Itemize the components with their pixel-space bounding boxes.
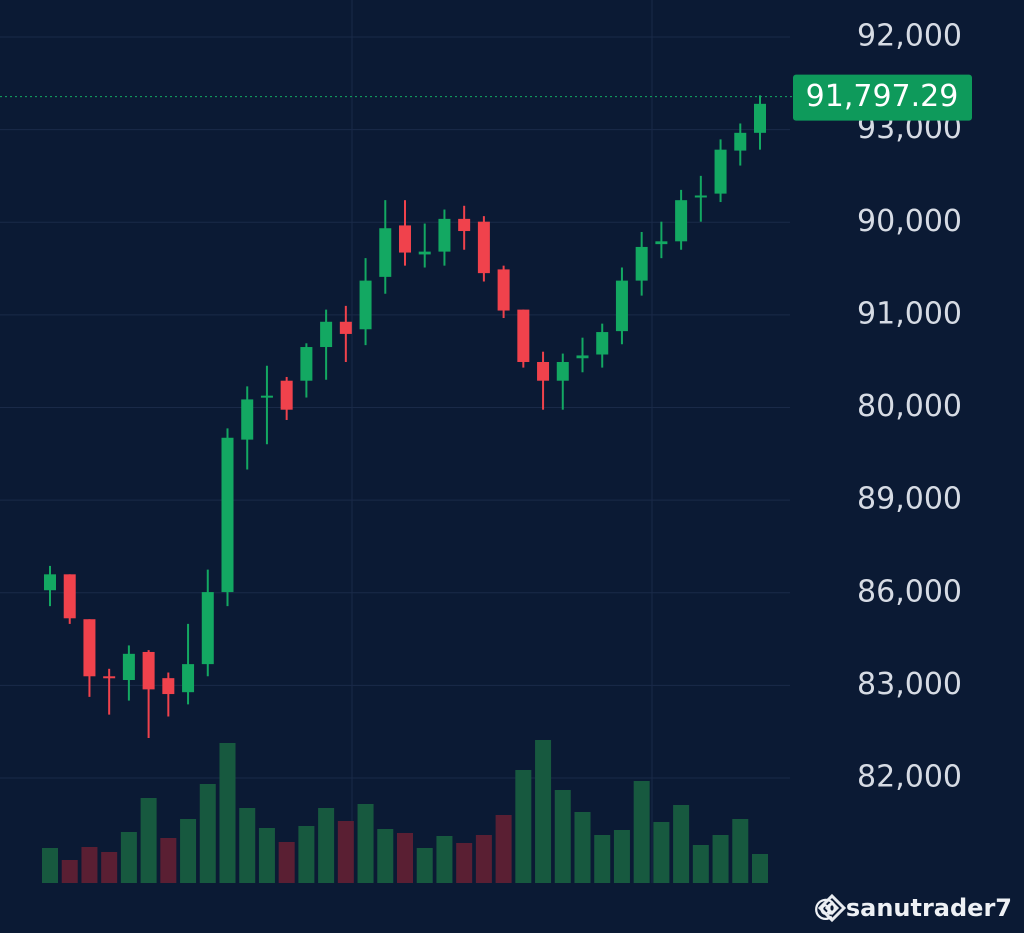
volume-bar bbox=[712, 835, 729, 883]
volume-bar bbox=[377, 829, 394, 883]
y-axis-label: 83,000 bbox=[857, 667, 962, 702]
volume-bar bbox=[535, 740, 552, 883]
volume-bar bbox=[574, 812, 591, 883]
y-axis-label: 92,000 bbox=[857, 19, 962, 54]
candle-body bbox=[359, 280, 372, 330]
volume-bar bbox=[594, 835, 611, 883]
candle-body bbox=[537, 361, 550, 381]
volume-bar bbox=[258, 828, 275, 883]
volume-bar bbox=[160, 838, 177, 883]
candle-body bbox=[221, 437, 234, 593]
volume-bar bbox=[554, 790, 571, 883]
candle-body bbox=[418, 251, 431, 255]
volume-bar bbox=[219, 743, 236, 883]
candle-body bbox=[458, 218, 471, 232]
y-axis-label: 86,000 bbox=[857, 574, 962, 609]
candle-body bbox=[596, 332, 609, 355]
y-axis-label: 91,000 bbox=[857, 296, 962, 331]
volume-bar bbox=[357, 804, 374, 883]
volume-bar bbox=[337, 821, 354, 883]
candle-body bbox=[182, 664, 195, 693]
volume-bar bbox=[140, 798, 157, 883]
y-axis-label: 90,000 bbox=[857, 204, 962, 239]
candle-body bbox=[694, 195, 707, 198]
volume-bar bbox=[416, 848, 433, 883]
volume-bar bbox=[120, 832, 137, 883]
candle-body bbox=[320, 321, 333, 348]
candle-body bbox=[734, 132, 747, 151]
volume-bar bbox=[653, 822, 670, 883]
volume-bar bbox=[692, 845, 709, 883]
candle-body bbox=[655, 241, 668, 245]
volume-bar bbox=[278, 842, 295, 883]
candle-body bbox=[399, 225, 411, 253]
candle-body bbox=[615, 280, 628, 332]
candle-body bbox=[103, 676, 116, 679]
candle-body bbox=[438, 218, 451, 252]
volume-bar bbox=[673, 805, 690, 883]
volume-bar bbox=[475, 835, 492, 883]
candle-body bbox=[576, 355, 589, 359]
candle-body bbox=[83, 619, 96, 677]
volume-bar bbox=[732, 819, 749, 883]
volume-bar bbox=[613, 830, 630, 883]
y-axis-label: 89,000 bbox=[857, 482, 962, 517]
candle-body bbox=[260, 395, 273, 398]
volume-bar bbox=[101, 852, 118, 883]
candle-body bbox=[300, 347, 313, 381]
y-axis-label: 82,000 bbox=[857, 760, 962, 795]
volume-bar bbox=[61, 860, 78, 883]
candle-body bbox=[201, 592, 214, 665]
volume-bar bbox=[397, 833, 413, 883]
candle-body bbox=[44, 574, 56, 591]
last-price-label: 91,797.29 bbox=[806, 79, 959, 114]
candle-body bbox=[241, 399, 254, 440]
candle-body bbox=[754, 103, 766, 133]
candle-body bbox=[497, 269, 510, 311]
volume-bar bbox=[318, 808, 335, 883]
candle-body bbox=[142, 651, 155, 690]
volume-bar bbox=[456, 843, 473, 883]
volume-bar bbox=[180, 819, 197, 883]
candle-body bbox=[714, 149, 727, 194]
candle-body bbox=[635, 246, 648, 281]
candle-body bbox=[122, 653, 135, 681]
candle-body bbox=[675, 200, 688, 242]
volume-bar bbox=[752, 854, 768, 883]
candle-body bbox=[280, 380, 293, 410]
candle-body bbox=[477, 221, 490, 274]
volume-bar bbox=[436, 836, 453, 883]
last-price-badge bbox=[793, 74, 972, 121]
volume-bar bbox=[495, 815, 512, 883]
y-axis-label: 80,000 bbox=[857, 389, 962, 424]
candle-body bbox=[162, 678, 175, 695]
watermark: @ sanutrader7 bbox=[813, 894, 1012, 922]
watermark-logo bbox=[817, 893, 847, 923]
volume-bar bbox=[298, 826, 315, 883]
volume-bar bbox=[239, 808, 256, 883]
candle-body bbox=[556, 361, 569, 381]
grid bbox=[0, 0, 790, 883]
candle-body bbox=[379, 228, 392, 277]
volume-bar bbox=[515, 770, 532, 883]
candle-body bbox=[63, 574, 76, 619]
plot: 92,00093,00090,00091,00080,00089,00086,0… bbox=[0, 19, 972, 883]
candle-body bbox=[517, 309, 530, 362]
volume-bar bbox=[199, 784, 216, 883]
volume-bar bbox=[42, 848, 58, 883]
volume-bar bbox=[81, 847, 98, 883]
volume-bar bbox=[633, 781, 650, 883]
candle-body bbox=[339, 321, 352, 334]
